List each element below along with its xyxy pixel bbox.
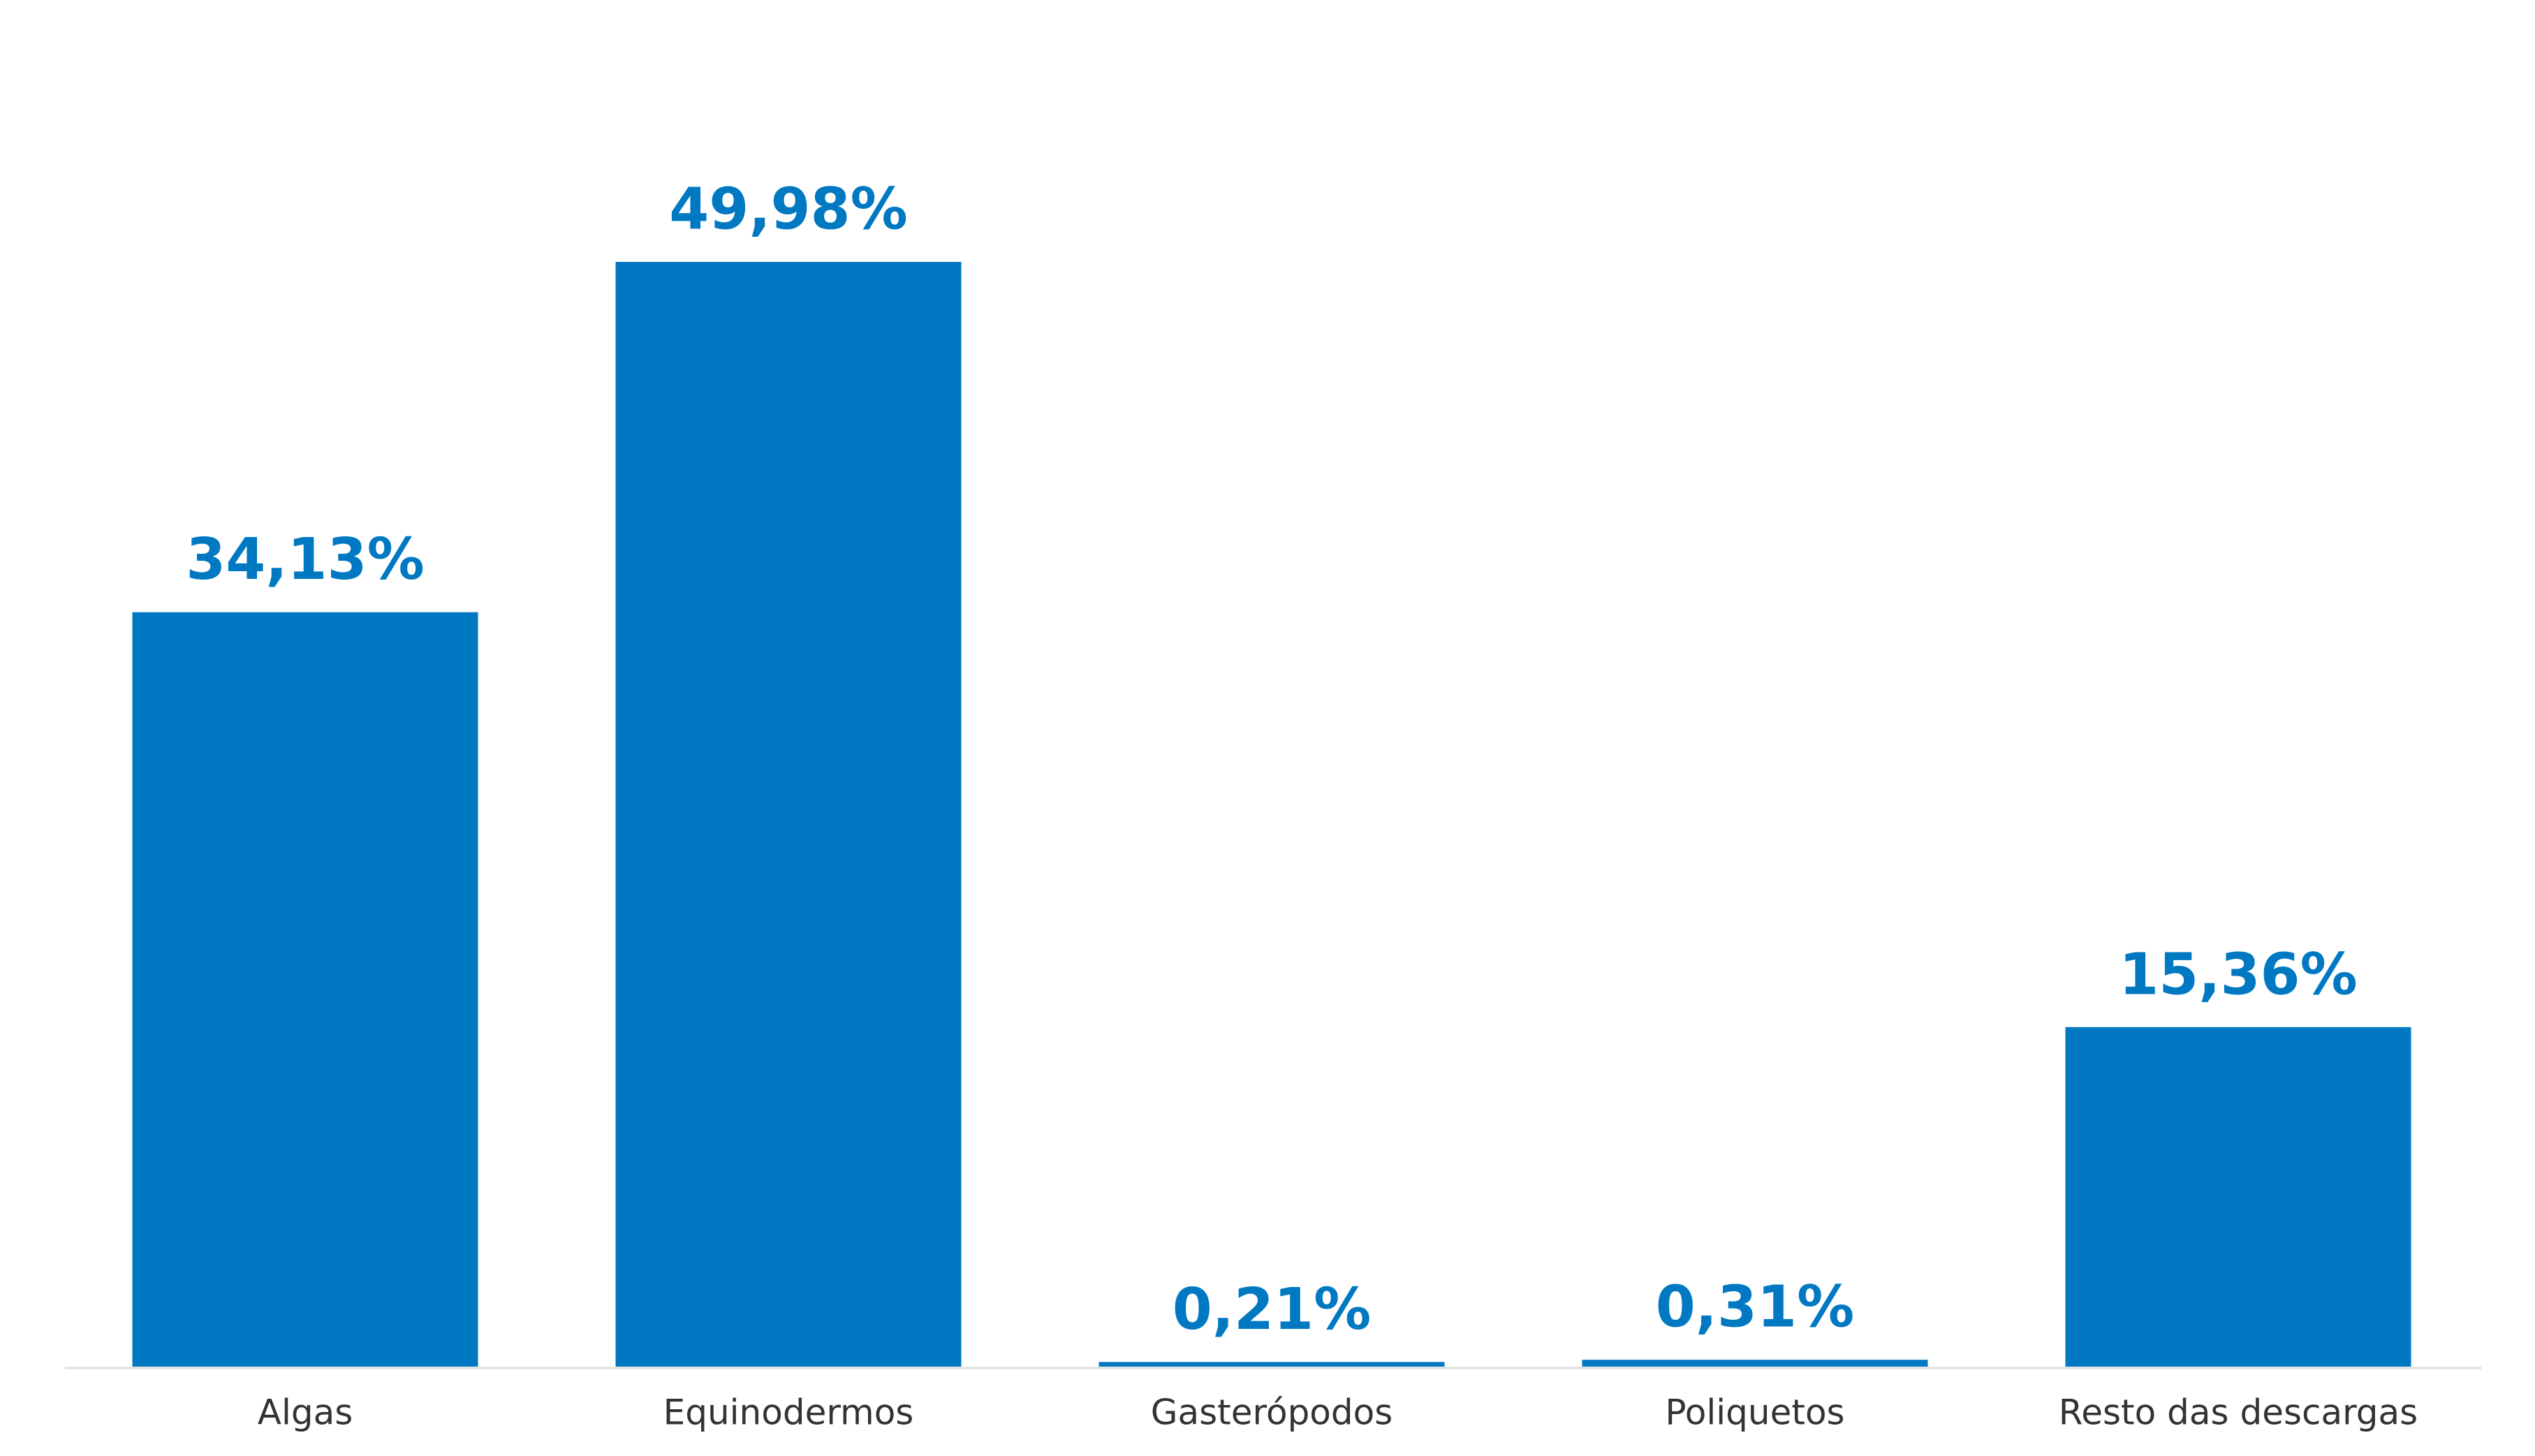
value-label: 15,36% bbox=[2119, 941, 2358, 1008]
value-label: 0,31% bbox=[1656, 1274, 1854, 1341]
bar bbox=[615, 262, 962, 1367]
x-tick-label: Algas bbox=[258, 1392, 353, 1433]
x-tick-label: Equinodermos bbox=[663, 1392, 914, 1433]
value-label: 34,13% bbox=[186, 527, 425, 593]
x-tick-label: Poliquetos bbox=[1665, 1392, 1844, 1433]
bar bbox=[1582, 1360, 1928, 1367]
value-label: 0,21% bbox=[1173, 1277, 1371, 1343]
value-label: 49,98% bbox=[669, 176, 908, 242]
x-tick-label: Resto das descargas bbox=[2059, 1392, 2418, 1433]
bar bbox=[132, 612, 478, 1367]
bar bbox=[1098, 1362, 1445, 1367]
bar bbox=[2065, 1027, 2411, 1367]
x-tick-label: Gasterópodos bbox=[1151, 1392, 1393, 1433]
